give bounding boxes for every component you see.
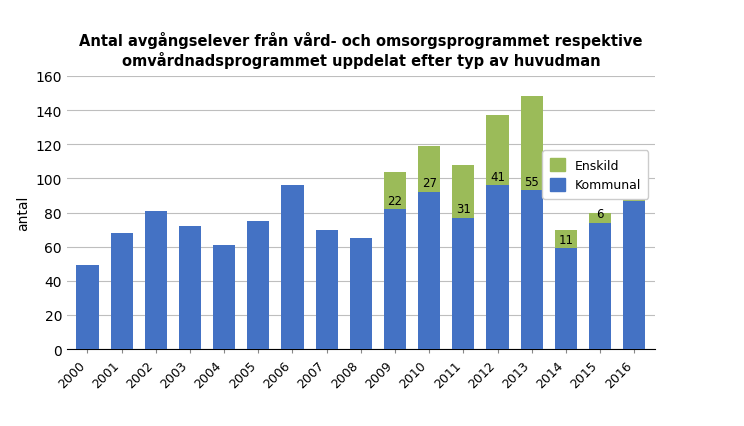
Text: 6: 6: [596, 208, 604, 221]
Bar: [179, 227, 201, 349]
Bar: [589, 213, 611, 223]
Bar: [452, 165, 475, 218]
Bar: [521, 191, 543, 349]
Bar: [452, 218, 475, 349]
Bar: [247, 222, 269, 349]
Text: 41: 41: [490, 170, 505, 183]
Bar: [350, 239, 372, 349]
Y-axis label: antal: antal: [16, 196, 30, 230]
Text: 22: 22: [388, 194, 403, 207]
Bar: [623, 187, 645, 201]
Bar: [487, 186, 509, 349]
Bar: [315, 230, 338, 349]
Bar: [418, 193, 440, 349]
Text: 55: 55: [525, 176, 539, 188]
Legend: Enskild, Kommunal: Enskild, Kommunal: [542, 151, 649, 199]
Bar: [589, 223, 611, 349]
Bar: [384, 210, 406, 349]
Bar: [487, 116, 509, 186]
Bar: [555, 249, 577, 349]
Title: Antal avgångselever från vård- och omsorgsprogrammet respektive
omvårdnadsprogra: Antal avgångselever från vård- och omsor…: [79, 32, 643, 69]
Bar: [281, 186, 304, 349]
Bar: [623, 201, 645, 349]
Bar: [555, 230, 577, 249]
Text: 31: 31: [456, 203, 471, 216]
Bar: [111, 233, 132, 349]
Text: 8: 8: [630, 186, 638, 199]
Text: 11: 11: [559, 233, 574, 246]
Bar: [144, 211, 167, 349]
Bar: [521, 97, 543, 191]
Bar: [213, 245, 235, 349]
Bar: [77, 266, 98, 349]
Text: 27: 27: [422, 177, 437, 190]
Bar: [384, 172, 406, 210]
Bar: [418, 147, 440, 193]
